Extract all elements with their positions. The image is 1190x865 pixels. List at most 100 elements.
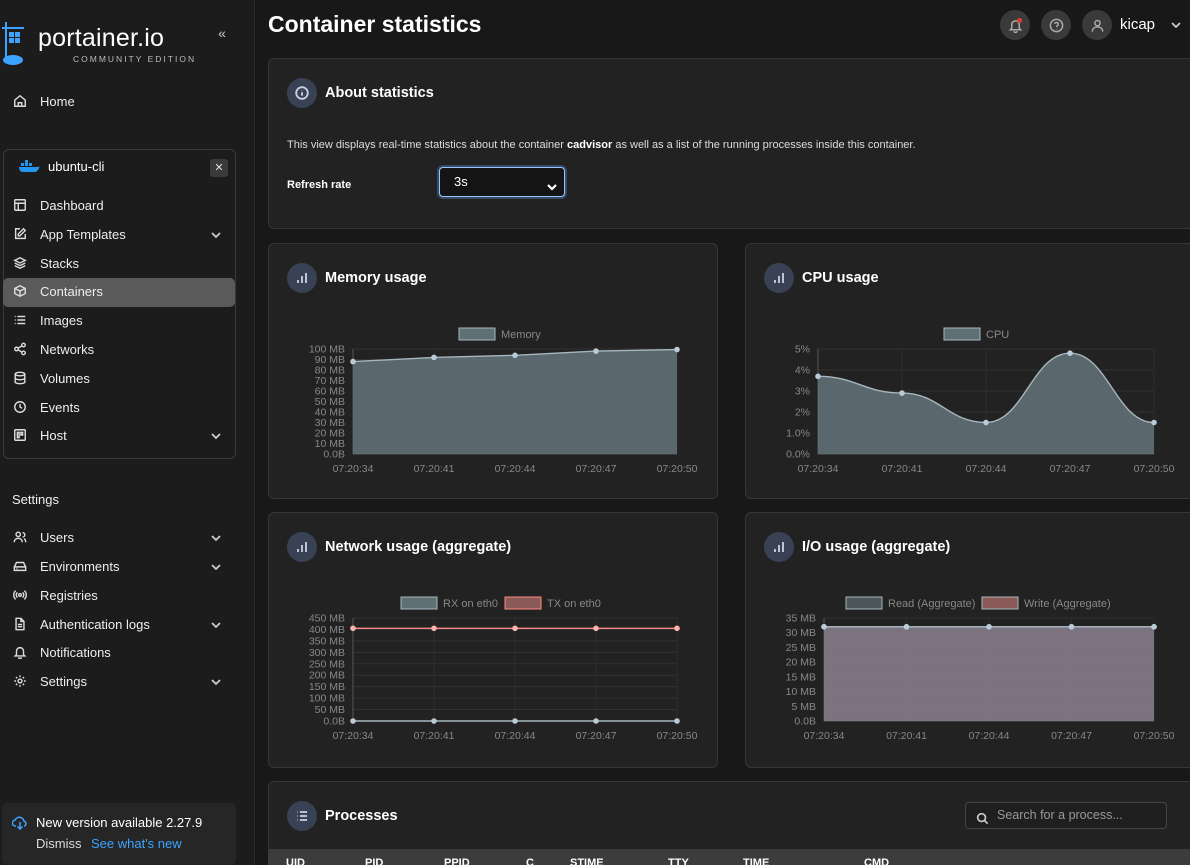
sidebar-item-host[interactable]: Host bbox=[12, 422, 67, 448]
column-header-cmd[interactable]: CMD bbox=[864, 857, 890, 865]
legend-label: RX on eth0 bbox=[443, 598, 498, 610]
database-icon bbox=[12, 370, 28, 386]
y-tick-label: 30 MB bbox=[315, 417, 345, 429]
chevron-down-icon[interactable] bbox=[210, 675, 224, 689]
container-name: cadvisor bbox=[567, 139, 613, 151]
list-icon bbox=[12, 312, 28, 328]
file-icon bbox=[12, 616, 28, 632]
sidebar-item-home[interactable]: Home bbox=[12, 88, 75, 114]
active-item-highlight bbox=[3, 278, 235, 307]
chevron-down-icon[interactable] bbox=[210, 429, 224, 443]
help-button[interactable] bbox=[1041, 10, 1071, 40]
data-point bbox=[350, 358, 356, 365]
chevron-down-icon[interactable] bbox=[210, 531, 224, 545]
y-tick-label: 50 MB bbox=[315, 396, 345, 408]
y-tick-label: 350 MB bbox=[309, 635, 345, 647]
column-header-ppid[interactable]: PPID bbox=[444, 857, 470, 865]
y-tick-label: 300 MB bbox=[309, 647, 345, 659]
x-tick-label: 07:20:34 bbox=[804, 730, 845, 742]
info-icon bbox=[287, 78, 317, 108]
column-header-time[interactable]: TIME bbox=[743, 857, 770, 865]
x-tick-label: 07:20:47 bbox=[1050, 463, 1091, 475]
sidebar-item-label: Images bbox=[40, 312, 83, 328]
column-header-uid[interactable]: UID bbox=[286, 857, 305, 865]
chevron-down-icon[interactable] bbox=[1170, 18, 1182, 36]
column-header-c[interactable]: C bbox=[526, 857, 534, 865]
y-tick-label: 4% bbox=[795, 365, 810, 377]
sidebar-item-notifications[interactable]: Notifications bbox=[12, 639, 111, 665]
y-tick-label: 90 MB bbox=[315, 354, 345, 366]
search-placeholder: Search for a process... bbox=[997, 808, 1123, 822]
x-tick-label: 07:20:44 bbox=[966, 463, 1007, 475]
sidebar-item-networks[interactable]: Networks bbox=[12, 336, 94, 362]
x-tick-label: 07:20:41 bbox=[414, 463, 455, 475]
data-point bbox=[512, 352, 518, 359]
data-point bbox=[815, 373, 821, 380]
user-avatar[interactable] bbox=[1082, 10, 1112, 40]
sidebar-item-label: Home bbox=[40, 93, 75, 109]
column-header-stime[interactable]: STIME bbox=[570, 857, 604, 865]
sidebar-item-label: Environments bbox=[40, 558, 120, 574]
collapse-sidebar-button[interactable]: « bbox=[218, 25, 226, 41]
sidebar-item-dashboard[interactable]: Dashboard bbox=[12, 192, 104, 218]
sidebar-item-settings[interactable]: Settings bbox=[12, 668, 87, 694]
x-tick-label: 07:20:41 bbox=[414, 730, 455, 742]
sidebar-item-label: Registries bbox=[40, 587, 98, 603]
data-point bbox=[431, 354, 437, 361]
edit-icon bbox=[12, 226, 28, 242]
close-environment-button[interactable]: ✕ bbox=[210, 159, 228, 177]
legend-label: TX on eth0 bbox=[547, 598, 601, 610]
y-tick-label: 5 MB bbox=[791, 701, 816, 713]
y-tick-label: 0.0B bbox=[323, 716, 345, 728]
sidebar-item-images[interactable]: Images bbox=[12, 307, 83, 333]
sidebar-item-stacks[interactable]: Stacks bbox=[12, 250, 79, 276]
clock-icon bbox=[12, 399, 28, 415]
data-point bbox=[593, 625, 599, 632]
sidebar-item-environments[interactable]: Environments bbox=[12, 553, 119, 579]
chevron-down-icon[interactable] bbox=[210, 560, 224, 574]
panel-title: Memory usage bbox=[325, 270, 427, 286]
column-header-tty[interactable]: TTY bbox=[668, 857, 689, 865]
data-point bbox=[512, 625, 518, 632]
x-tick-label: 07:20:50 bbox=[657, 463, 698, 475]
data-point bbox=[1068, 624, 1075, 630]
sidebar-item-users[interactable]: Users bbox=[12, 524, 74, 550]
x-tick-label: 07:20:44 bbox=[495, 730, 536, 742]
y-tick-label: 70 MB bbox=[315, 375, 345, 387]
refresh-rate-select[interactable]: 3s bbox=[439, 167, 565, 197]
sidebar-item-label: Users bbox=[40, 529, 74, 545]
column-header-pid[interactable]: PID bbox=[365, 857, 384, 865]
sidebar-item-events[interactable]: Events bbox=[12, 394, 80, 420]
notifications-button[interactable] bbox=[1000, 10, 1030, 40]
user-name[interactable]: kicap bbox=[1120, 16, 1156, 33]
layers-icon bbox=[12, 255, 28, 271]
data-point bbox=[903, 624, 910, 630]
sidebar-item-app-templates[interactable]: App Templates bbox=[12, 221, 126, 247]
y-tick-label: 5% bbox=[795, 344, 810, 356]
sidebar-item-volumes[interactable]: Volumes bbox=[12, 365, 90, 391]
data-point bbox=[350, 625, 356, 632]
sidebar-item-authentication-logs[interactable]: Authentication logs bbox=[12, 611, 150, 637]
process-search-input[interactable]: Search for a process... bbox=[965, 802, 1167, 829]
chart-icon bbox=[764, 263, 794, 293]
whats-new-link[interactable]: See what's new bbox=[91, 836, 182, 851]
x-tick-label: 07:20:50 bbox=[657, 730, 698, 742]
chevron-down-icon[interactable] bbox=[210, 228, 224, 242]
chart-icon bbox=[764, 532, 794, 562]
sidebar-item-containers[interactable]: Containers bbox=[12, 278, 103, 304]
sidebar-item-registries[interactable]: Registries bbox=[12, 582, 98, 608]
chevron-down-icon[interactable] bbox=[210, 618, 224, 632]
series-area bbox=[353, 349, 677, 454]
x-tick-label: 07:20:44 bbox=[495, 463, 536, 475]
legend-label: CPU bbox=[986, 329, 1009, 341]
dismiss-button[interactable]: Dismiss bbox=[36, 836, 82, 851]
y-tick-label: 0.0% bbox=[786, 449, 810, 461]
io-usage-panel: I/O usage (aggregate) 35 MB 30 MB 25 MB 20 … bbox=[745, 512, 1190, 768]
data-point bbox=[986, 624, 992, 630]
y-tick-label: 3% bbox=[795, 386, 810, 398]
portainer-logo[interactable]: portainer.io COMMUNITY EDITION bbox=[0, 12, 200, 72]
update-notice: New version available 2.27.9 Dismiss See… bbox=[2, 803, 236, 865]
about-statistics-panel: About statistics This view displays real… bbox=[268, 58, 1190, 229]
y-tick-label: 250 MB bbox=[309, 658, 345, 670]
